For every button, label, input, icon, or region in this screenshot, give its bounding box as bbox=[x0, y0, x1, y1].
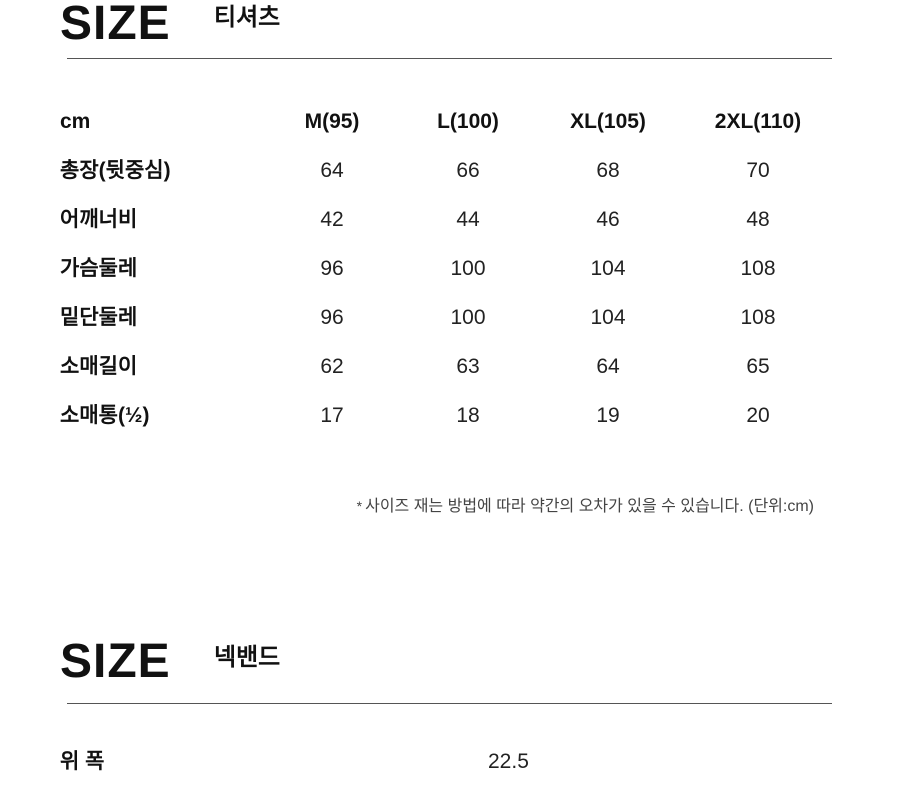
row-label: 가슴둘레 bbox=[60, 257, 138, 280]
table-cell: 104 bbox=[590, 257, 626, 280]
tshirt-size-title: SIZE bbox=[60, 0, 171, 50]
table-cell: 100 bbox=[450, 257, 486, 280]
note-asterisk: * bbox=[356, 498, 363, 514]
tshirt-divider bbox=[67, 58, 832, 59]
table-cell: 62 bbox=[320, 355, 344, 378]
table-cell: 64 bbox=[596, 355, 620, 378]
neckband-subtitle: 넥밴드 bbox=[214, 644, 281, 671]
table-cell: 108 bbox=[740, 306, 776, 329]
neckband-row-label: 위 폭 bbox=[60, 750, 105, 773]
measurement-note: * 사이즈 재는 방법에 따라 약간의 오차가 있을 수 있습니다. (단위:cm… bbox=[357, 492, 814, 516]
row-label: 밑단둘레 bbox=[60, 306, 138, 329]
table-cell: 64 bbox=[320, 159, 344, 182]
table-row: 소매통(½) 17 18 19 20 bbox=[60, 394, 840, 443]
table-cell: 46 bbox=[596, 208, 620, 231]
unit-header: cm bbox=[60, 110, 91, 133]
neckband-size-title: SIZE bbox=[60, 635, 171, 688]
table-cell: 44 bbox=[456, 208, 480, 231]
table-cell: 96 bbox=[320, 306, 344, 329]
size-header-l: L(100) bbox=[437, 110, 499, 133]
tshirt-subtitle: 티셔츠 bbox=[214, 4, 281, 31]
table-row: 소매길이 62 63 64 65 bbox=[60, 345, 840, 394]
table-cell: 42 bbox=[320, 208, 344, 231]
table-cell: 70 bbox=[746, 159, 770, 182]
row-label: 소매길이 bbox=[60, 355, 138, 378]
table-row: 총장(뒷중심) 64 66 68 70 bbox=[60, 149, 840, 198]
table-cell: 18 bbox=[456, 404, 480, 427]
tshirt-size-table: cm M(95) L(100) XL(105) 2XL(110) 총장(뒷중심)… bbox=[60, 100, 840, 443]
table-cell: 100 bbox=[450, 306, 486, 329]
table-cell: 48 bbox=[746, 208, 770, 231]
table-cell: 104 bbox=[590, 306, 626, 329]
table-row: 어깨너비 42 44 46 48 bbox=[60, 198, 840, 247]
table-cell: 20 bbox=[746, 404, 770, 427]
table-cell: 96 bbox=[320, 257, 344, 280]
table-cell: 63 bbox=[456, 355, 480, 378]
note-text: 사이즈 재는 방법에 따라 약간의 오차가 있을 수 있습니다. (단위:cm) bbox=[365, 498, 814, 515]
row-label: 어깨너비 bbox=[60, 208, 138, 231]
table-cell: 19 bbox=[596, 404, 620, 427]
table-cell: 17 bbox=[320, 404, 344, 427]
neckband-divider bbox=[67, 703, 832, 704]
table-cell: 68 bbox=[596, 159, 620, 182]
size-header-m: M(95) bbox=[304, 110, 360, 133]
row-label: 총장(뒷중심) bbox=[60, 159, 171, 182]
neckband-row-value: 22.5 bbox=[488, 750, 529, 773]
table-header-row: cm M(95) L(100) XL(105) 2XL(110) bbox=[60, 100, 840, 149]
row-label: 소매통(½) bbox=[60, 404, 150, 427]
table-cell: 108 bbox=[740, 257, 776, 280]
size-header-2xl: 2XL(110) bbox=[714, 110, 802, 133]
size-header-xl: XL(105) bbox=[570, 110, 646, 133]
table-cell: 65 bbox=[746, 355, 770, 378]
table-cell: 66 bbox=[456, 159, 480, 182]
table-row: 가슴둘레 96 100 104 108 bbox=[60, 247, 840, 296]
table-row: 밑단둘레 96 100 104 108 bbox=[60, 296, 840, 345]
